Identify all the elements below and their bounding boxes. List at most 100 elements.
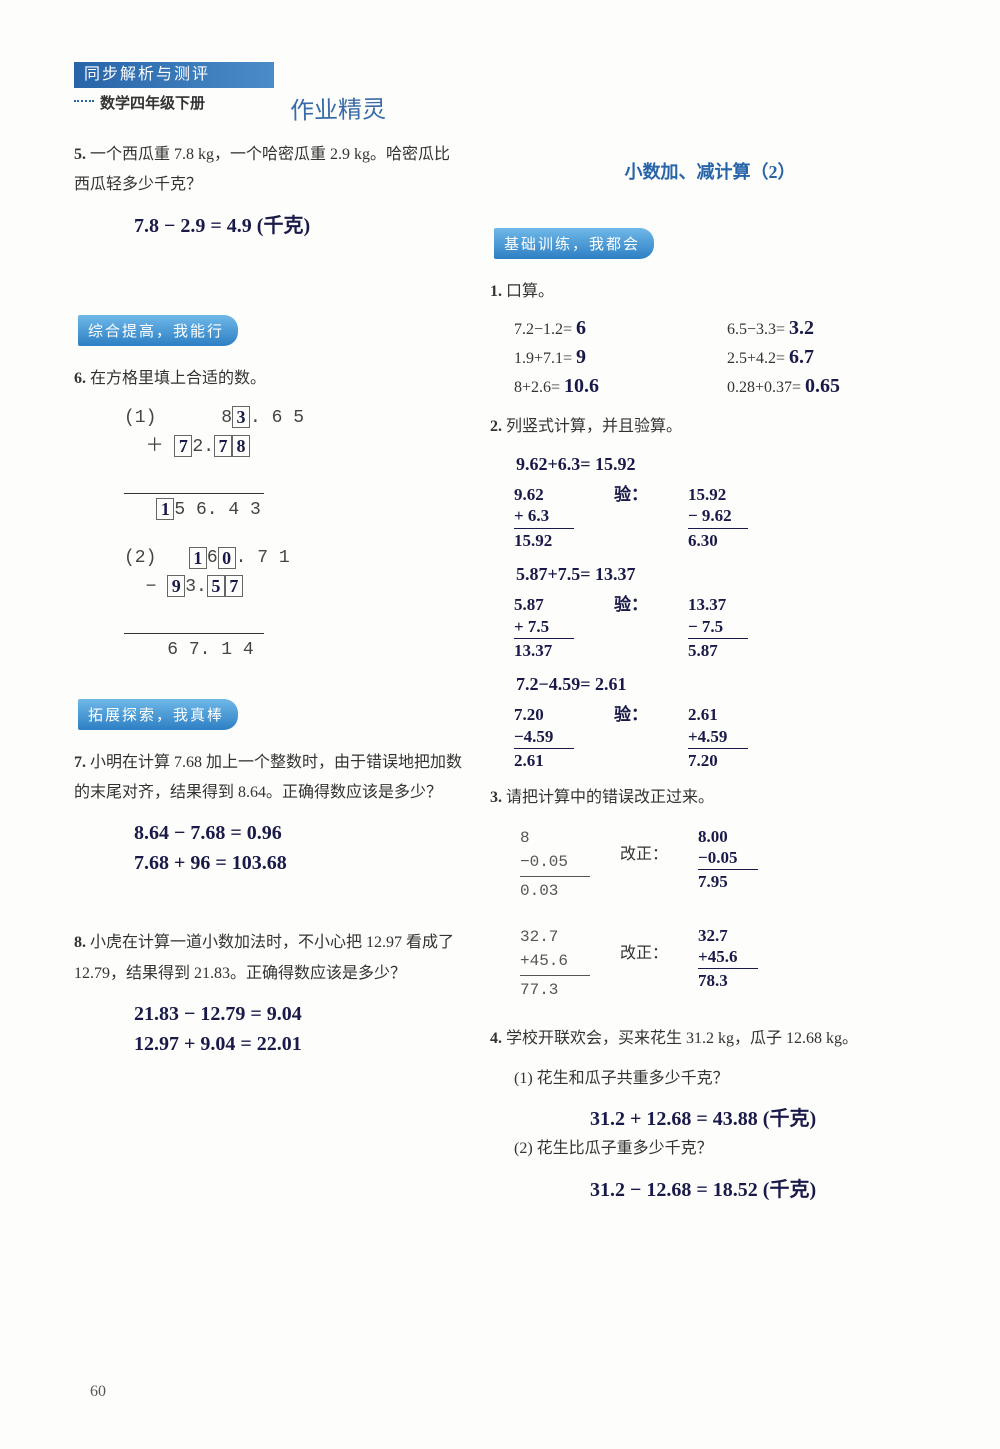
rq1-num: 1. <box>490 283 502 300</box>
rq2-e3-colA: 7.20 −4.59 2.61 <box>514 704 574 771</box>
q6p2-d: 6 7. 1 4 <box>167 640 253 660</box>
q8-ans1: 21.83 − 12.79 = 9.04 <box>74 999 464 1029</box>
q5-text: 一个西瓜重 7.8 kg，一个哈密瓜重 2.9 kg。哈密瓜比西瓜轻多少千克？ <box>74 146 450 193</box>
oral-ans: 10.6 <box>564 375 599 397</box>
q6p2-box5: 7 <box>225 575 243 597</box>
q6: 6. 在方格里填上合适的数。 <box>74 364 464 394</box>
rq2-e1-verify: 验： <box>614 484 648 551</box>
rq4-sub2: (2) 花生比瓜子重多少千克？ <box>490 1134 930 1164</box>
q6p2-b: . 7 1 <box>236 548 290 568</box>
q5: 5. 一个西瓜重 7.8 kg，一个哈密瓜重 2.9 kg。哈密瓜比西瓜轻多少千… <box>74 140 464 201</box>
oral-expr: 0.28+0.37= <box>727 379 801 396</box>
rq3-text: 请把计算中的错误改正过来。 <box>506 789 714 806</box>
q6p2-a: 6 <box>207 548 218 568</box>
oral-ans: 9 <box>576 346 586 368</box>
rq2-e3-colB: 2.61 +4.59 7.20 <box>688 704 748 771</box>
oral-expr: 1.9+7.1= <box>514 350 572 367</box>
rq2-e2-expr: 5.87+7.5= 13.37 <box>490 563 930 586</box>
rq2-e1-work: 9.62 + 6.3 15.92 验： 15.92 − 9.62 6.30 <box>490 484 930 551</box>
oral-ans: 0.65 <box>805 375 840 397</box>
header-band: 同步解析与测评 <box>74 62 274 88</box>
oral-item: 8+2.6= 10.6 <box>514 375 717 398</box>
rq4-sub1: (1) 花生和瓜子共重多少千克？ <box>490 1064 930 1094</box>
rq3-wrong2: 32.7 +45.6 77.3 <box>520 925 590 1002</box>
rq3-wrong1: 8 −0.05 0.03 <box>520 826 590 903</box>
oral-ans: 6 <box>576 317 586 339</box>
q6p1-box2: 7 <box>174 435 192 457</box>
rq2-text: 列竖式计算，并且验算。 <box>506 418 682 435</box>
page-number: 60 <box>90 1383 106 1401</box>
oral-expr: 8+2.6= <box>514 379 560 396</box>
rq2-e1-colA: 9.62 + 6.3 15.92 <box>514 484 574 551</box>
q6p2-box2: 0 <box>218 547 236 569</box>
q8: 8. 小虎在计算一道小数加法时，不小心把 12.97 看成了 12.79，结果得… <box>74 928 464 989</box>
q5-answer: 7.8 − 2.9 = 4.9 (千克) <box>74 211 464 241</box>
q6p1-box3: 7 <box>214 435 232 457</box>
rq2-e2-colB: 13.37 − 7.5 5.87 <box>688 594 748 661</box>
rq2-num: 2. <box>490 418 502 435</box>
rq2-e3-work: 7.20 −4.59 2.61 验： 2.61 +4.59 7.20 <box>490 704 930 771</box>
rq2: 2. 列竖式计算，并且验算。 <box>490 412 930 442</box>
q6p2-box4: 5 <box>207 575 225 597</box>
q7-num: 7. <box>74 754 86 771</box>
rq1-text: 口算。 <box>506 283 554 300</box>
oral-expr: 6.5−3.3= <box>727 321 785 338</box>
oral-item: 2.5+4.2= 6.7 <box>727 346 930 369</box>
q6p2-c: 3. <box>185 577 207 597</box>
rq3: 3. 请把计算中的错误改正过来。 <box>490 783 930 813</box>
q6-text: 在方格里填上合适的数。 <box>90 370 266 387</box>
rq3-row2: 32.7 +45.6 77.3 改正： 32.7 +45.6 78.3 <box>490 925 930 1002</box>
rq3-right1: 8.00 −0.05 7.95 <box>698 826 758 893</box>
oral-expr: 7.2−1.2= <box>514 321 572 338</box>
left-column: 5. 一个西瓜重 7.8 kg，一个哈密瓜重 2.9 kg。哈密瓜比西瓜轻多少千… <box>74 140 464 1059</box>
rq4-num: 4. <box>490 1030 502 1047</box>
rq3-row1: 8 −0.05 0.03 改正： 8.00 −0.05 7.95 <box>490 826 930 903</box>
rq4-ans1: 31.2 + 12.68 = 43.88 (千克) <box>490 1104 930 1134</box>
rq2-e3-expr: 7.2−4.59= 2.61 <box>490 673 930 696</box>
q6p1-a: 8 <box>221 408 232 428</box>
oral-item: 1.9+7.1= 9 <box>514 346 717 369</box>
rq4: 4. 学校开联欢会，买来花生 31.2 kg，瓜子 12.68 kg。 <box>490 1024 930 1054</box>
rq1: 1. 口算。 <box>490 277 930 307</box>
banner-explore: 拓展探索，我真棒 <box>78 699 238 730</box>
q7: 7. 小明在计算 7.68 加上一个整数时，由于错误地把加数的末尾对齐，结果得到… <box>74 748 464 809</box>
q6p1-sign: ＋ <box>146 437 164 457</box>
q7-ans2: 7.68 + 96 = 103.68 <box>74 848 464 878</box>
rq2-e1-colB: 15.92 − 9.62 6.30 <box>688 484 748 551</box>
rq2-e3-verify: 验： <box>614 704 648 771</box>
rq4-text: 学校开联欢会，买来花生 31.2 kg，瓜子 12.68 kg。 <box>506 1030 858 1047</box>
corr-label2: 改正： <box>620 925 668 963</box>
oral-item: 0.28+0.37= 0.65 <box>727 375 930 398</box>
q6p1-box5: 1 <box>156 498 174 520</box>
oral-ans: 3.2 <box>789 317 814 339</box>
rq2-e2-colA: 5.87 + 7.5 13.37 <box>514 594 574 661</box>
q6-p2-label: (2) <box>124 548 156 568</box>
q6p1-box4: 8 <box>232 435 250 457</box>
q8-text: 小虎在计算一道小数加法时，不小心把 12.97 看成了 12.79，结果得到 2… <box>74 934 454 981</box>
oral-item: 6.5−3.3= 3.2 <box>727 317 930 340</box>
q8-num: 8. <box>74 934 86 951</box>
q6p1-b: . 6 5 <box>250 408 304 428</box>
handwritten-title: 作业精灵 <box>290 89 387 126</box>
rq2-e2-work: 5.87 + 7.5 13.37 验： 13.37 − 7.5 5.87 <box>490 594 930 661</box>
right-column: 小数加、减计算（2） 基础训练，我都会 1. 口算。 7.2−1.2= 6 6.… <box>490 140 930 1205</box>
oral-ans: 6.7 <box>789 346 814 368</box>
oral-grid: 7.2−1.2= 6 6.5−3.3= 3.2 1.9+7.1= 9 2.5+4… <box>490 317 930 398</box>
q6-num: 6. <box>74 370 86 387</box>
oral-expr: 2.5+4.2= <box>727 350 785 367</box>
q7-ans1: 8.64 − 7.68 = 0.96 <box>74 818 464 848</box>
rq3-right2: 32.7 +45.6 78.3 <box>698 925 758 992</box>
q6p2-box1: 1 <box>189 547 207 569</box>
banner-comprehensive: 综合提高，我能行 <box>78 315 238 346</box>
banner-basic: 基础训练，我都会 <box>494 228 654 259</box>
rq4-ans2: 31.2 − 12.68 = 18.52 (千克) <box>490 1175 930 1205</box>
q6p2-box3: 9 <box>167 575 185 597</box>
q6p2-sign: − <box>146 577 157 597</box>
q6-part2: (2) 160. 7 1 − 93.57 6 7. 1 4 <box>74 544 464 664</box>
q6-part1: (1) 83. 6 5 ＋ 72.78 15 6. 4 3 <box>74 404 464 524</box>
rq3-num: 3. <box>490 789 502 806</box>
q6p1-c: 2. <box>192 437 214 457</box>
rq2-e1-expr: 9.62+6.3= 15.92 <box>490 453 930 476</box>
right-title: 小数加、减计算（2） <box>490 158 930 184</box>
q8-ans2: 12.97 + 9.04 = 22.01 <box>74 1029 464 1059</box>
